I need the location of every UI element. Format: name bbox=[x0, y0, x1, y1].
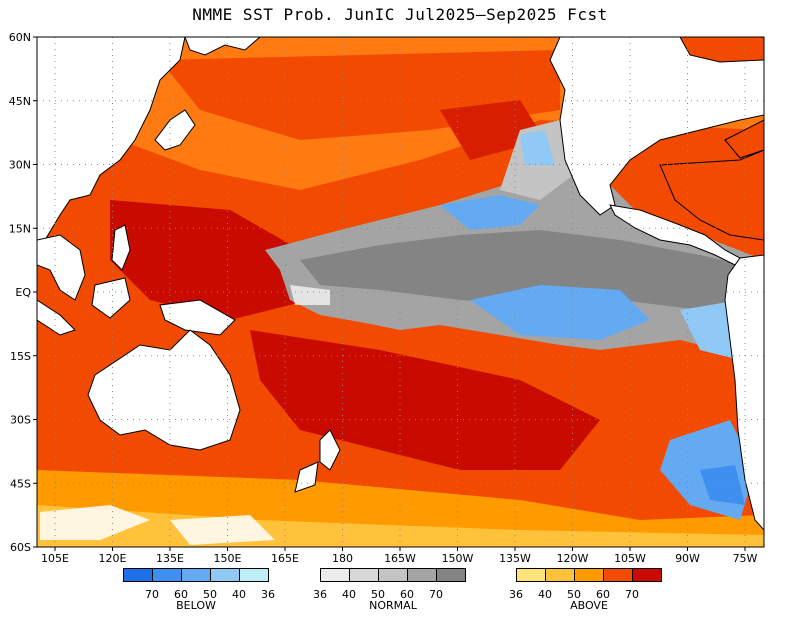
legend-normal-swatch bbox=[436, 568, 466, 582]
longitude-label: 120E bbox=[99, 552, 127, 565]
longitude-axis: 105E 120E 135E 150E 165E 180 165W 150W 135W 120W 1… bbox=[41, 547, 758, 565]
japan-land bbox=[154, 109, 196, 151]
latitude-label: 60S bbox=[10, 541, 31, 554]
legend-above-tick-label: 70 bbox=[625, 588, 639, 601]
equatorial-normal-core bbox=[300, 230, 764, 320]
latitude-axis: 60N 45N 30N 15N EQ 15S 30S 45S 60S bbox=[9, 31, 37, 554]
sumatra-land bbox=[37, 299, 76, 336]
latitude-label: 60N bbox=[9, 31, 31, 44]
new-zealand-north-land bbox=[319, 429, 341, 471]
longitude-label: 135E bbox=[156, 552, 184, 565]
australia-land bbox=[87, 329, 241, 451]
legend-normal-caption: NORMAL bbox=[369, 599, 417, 612]
legend-normal-tick-label: 50 bbox=[371, 588, 385, 601]
longitude-label: 105E bbox=[41, 552, 69, 565]
legend-normal-swatch bbox=[349, 568, 379, 582]
south-pacific-core bbox=[250, 330, 600, 470]
hudson-bay bbox=[679, 37, 764, 63]
longitude-label: 165E bbox=[271, 552, 299, 565]
longitude-label: 150E bbox=[214, 552, 242, 565]
below-patch-subtropic bbox=[520, 130, 555, 165]
legend-below-caption: BELOW bbox=[176, 599, 216, 612]
latitude-label: 30N bbox=[9, 159, 31, 172]
new-zealand-south-land bbox=[294, 461, 319, 493]
latitude-label: 45N bbox=[9, 95, 31, 108]
legend-below-swatch bbox=[123, 568, 153, 582]
legend-below-swatch bbox=[239, 568, 269, 582]
below-patch-southeast-core bbox=[700, 465, 745, 505]
legend-above-tick-label: 60 bbox=[596, 588, 610, 601]
south-america-land bbox=[724, 254, 764, 531]
legend-normal-tick-label: 70 bbox=[429, 588, 443, 601]
legend-below-tick-label: 50 bbox=[203, 588, 217, 601]
legend-normal-swatch bbox=[320, 568, 350, 582]
latitude-label: 45S bbox=[10, 477, 31, 490]
map-field bbox=[37, 37, 764, 547]
legend-above-swatch bbox=[574, 568, 604, 582]
longitude-label: 105W bbox=[614, 552, 646, 565]
latitude-label: 15S bbox=[10, 350, 31, 363]
legend-below: 70 60 50 40 36 BELOW bbox=[123, 568, 275, 618]
north-america-land bbox=[549, 37, 764, 216]
legend-normal-tick-label: 36 bbox=[313, 588, 327, 601]
legend-above-tick-label: 40 bbox=[538, 588, 552, 601]
legend-above-swatch bbox=[516, 568, 546, 582]
legend-below-swatch bbox=[181, 568, 211, 582]
gridlines bbox=[37, 37, 764, 547]
new-guinea-land bbox=[159, 299, 236, 336]
below-patch-equatorial bbox=[470, 285, 650, 340]
legend-normal-tick-label: 60 bbox=[400, 588, 414, 601]
legend-normal-swatch bbox=[407, 568, 437, 582]
legend-above: 36 40 50 60 70 ABOVE bbox=[509, 568, 662, 618]
normal-speckle bbox=[290, 285, 330, 305]
latitude-label: 15N bbox=[9, 222, 31, 235]
legend-above-tick-label: 50 bbox=[567, 588, 581, 601]
longitude-label: 180 bbox=[332, 552, 353, 565]
legend-above-swatch bbox=[603, 568, 633, 582]
asia-land bbox=[37, 37, 186, 241]
longitude-label: 150W bbox=[442, 552, 474, 565]
legend-normal: 36 40 50 60 70 NORMAL bbox=[313, 568, 466, 618]
longitude-label: 120W bbox=[557, 552, 589, 565]
legend-below-tick-label: 40 bbox=[232, 588, 246, 601]
legend-above-swatch bbox=[632, 568, 662, 582]
longitude-label: 90W bbox=[675, 552, 700, 565]
land bbox=[37, 37, 764, 531]
kamchatka-land bbox=[184, 37, 261, 56]
legend-above-swatch bbox=[545, 568, 575, 582]
philippines-land bbox=[111, 224, 131, 271]
legend-below-tick-label: 60 bbox=[174, 588, 188, 601]
legend-below-tick-label: 70 bbox=[145, 588, 159, 601]
gulf-of-mexico bbox=[659, 149, 764, 241]
latitude-label: EQ bbox=[15, 286, 31, 299]
longitude-label: 135W bbox=[499, 552, 531, 565]
legend-normal-tick-label: 40 bbox=[342, 588, 356, 601]
southern-ocean-gap-2 bbox=[170, 515, 275, 545]
longitude-label: 75W bbox=[733, 552, 758, 565]
southern-ocean-gap-1 bbox=[40, 505, 150, 540]
legend-below-swatch bbox=[152, 568, 182, 582]
longitude-label: 165W bbox=[384, 552, 416, 565]
borneo-land bbox=[91, 277, 131, 319]
map-title: NMME SST Prob. JunIC Jul2025–Sep2025 Fcs… bbox=[192, 5, 608, 24]
legend-below-tick-label: 36 bbox=[261, 588, 275, 601]
warm-pool-core bbox=[110, 200, 310, 320]
latitude-label: 30S bbox=[10, 414, 31, 427]
legend-below-swatch bbox=[210, 568, 240, 582]
indochina-land bbox=[37, 234, 86, 301]
below-patch-north bbox=[440, 195, 540, 230]
legend-above-caption: ABOVE bbox=[570, 599, 608, 612]
legend-normal-swatch bbox=[378, 568, 408, 582]
legend-above-tick-label: 36 bbox=[509, 588, 523, 601]
